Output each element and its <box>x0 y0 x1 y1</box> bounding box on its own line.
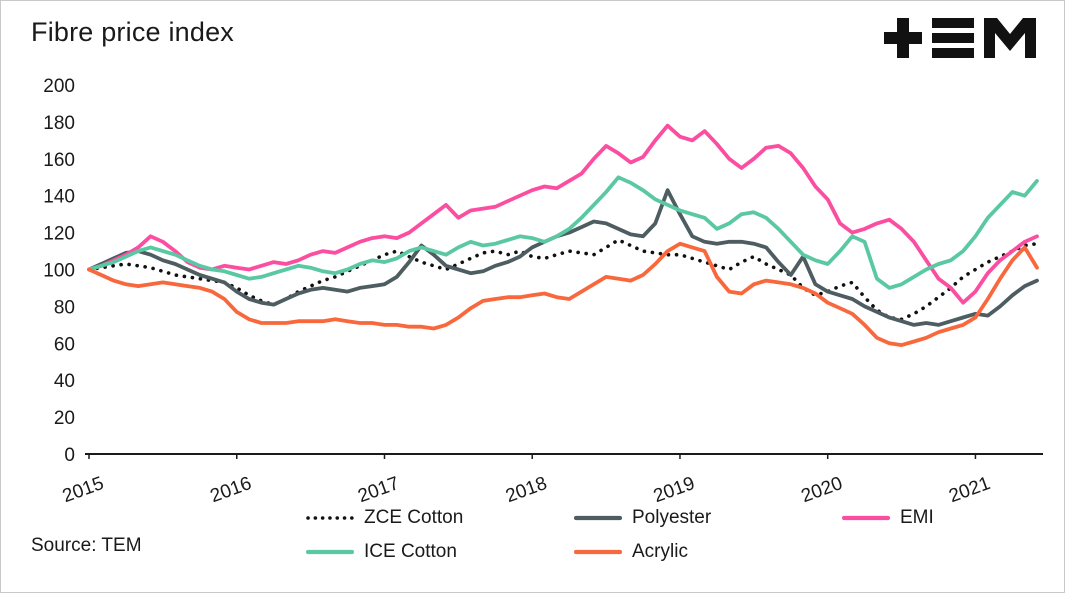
legend-label: Polyester <box>632 507 712 528</box>
x-tick-label: 2015 <box>60 473 107 507</box>
y-tick-label: 200 <box>43 76 75 97</box>
legend-label: Acrylic <box>632 541 688 562</box>
legend-item-ice-cotton: ICE Cotton <box>306 541 574 563</box>
legend-item-polyester: Polyester <box>574 507 842 529</box>
legend-item-zce-cotton: ZCE Cotton <box>306 507 574 529</box>
legend-swatch-zce-cotton <box>306 516 354 520</box>
y-tick-label: 0 <box>64 445 75 466</box>
series-line-ice-cotton <box>87 175 1039 290</box>
x-tick-label: 2017 <box>355 473 402 507</box>
series-line-acrylic <box>87 241 1039 348</box>
legend-label: ICE Cotton <box>364 541 457 562</box>
y-tick-label: 120 <box>43 224 75 245</box>
legend-swatch-acrylic <box>574 549 622 555</box>
x-tick-label: 2019 <box>651 473 698 507</box>
y-tick-label: 140 <box>43 187 75 208</box>
fibre-price-line-chart: 0 20 40 60 80 100 120 140 160 180 200 2015 2016 2017 2… <box>43 76 1043 507</box>
y-tick-label: 100 <box>43 261 75 282</box>
logo-m-icon <box>984 18 1036 58</box>
legend-swatch-emi <box>842 515 890 521</box>
legend-swatch-polyester <box>574 515 622 521</box>
series-line-emi <box>87 123 1039 305</box>
legend-item-emi: EMI <box>842 507 1064 529</box>
y-tick-label: 20 <box>54 408 75 429</box>
x-tick-label: 2018 <box>503 473 550 507</box>
logo-bars-icon <box>932 18 974 58</box>
legend-item-acrylic: Acrylic <box>574 541 842 563</box>
legend-swatch-ice-cotton <box>306 549 354 555</box>
chart-legend: ZCE Cotton Polyester EMI ICE Cotton Acrylic <box>306 507 1064 563</box>
legend-label: EMI <box>900 507 934 528</box>
x-tick-label: 2020 <box>798 473 845 507</box>
page-title: Fibre price index <box>31 17 234 47</box>
y-tick-label: 180 <box>43 113 75 134</box>
source-note: Source: TEM <box>31 535 142 556</box>
tem-logo <box>884 18 1036 58</box>
y-tick-label: 80 <box>54 297 75 318</box>
x-tick-label: 2016 <box>208 473 255 507</box>
legend-label: ZCE Cotton <box>364 507 464 528</box>
y-tick-label: 160 <box>43 150 75 171</box>
y-tick-label: 60 <box>54 334 75 355</box>
x-tick-label: 2021 <box>946 473 993 507</box>
logo-plus-icon <box>884 18 922 58</box>
y-tick-label: 40 <box>54 371 75 392</box>
